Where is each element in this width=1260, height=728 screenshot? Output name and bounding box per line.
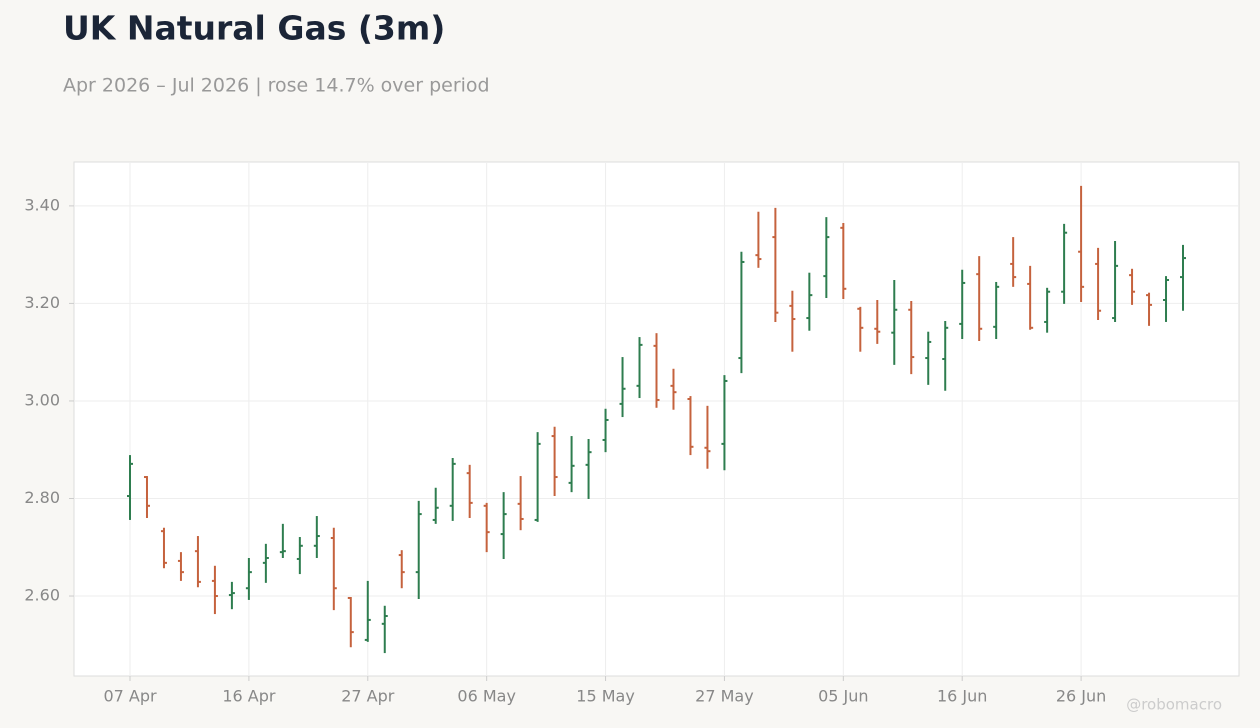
plot-area bbox=[73, 161, 1240, 677]
x-tick-label: 27 Apr bbox=[341, 687, 395, 706]
x-tick-label: 16 Jun bbox=[937, 687, 987, 706]
y-tick-label: 3.40 bbox=[24, 195, 60, 214]
watermark: @robomacro bbox=[1126, 696, 1222, 714]
x-tick-label: 05 Jun bbox=[818, 687, 868, 706]
x-tick-label: 16 Apr bbox=[222, 687, 276, 706]
x-tick-label: 26 Jun bbox=[1056, 687, 1106, 706]
y-tick-label: 2.60 bbox=[24, 586, 60, 605]
x-tick-label: 06 May bbox=[457, 687, 516, 706]
y-tick-label: 2.80 bbox=[24, 488, 60, 507]
y-tick-label: 3.00 bbox=[24, 390, 60, 409]
chart-title: UK Natural Gas (3m) bbox=[63, 9, 445, 48]
y-tick-label: 3.20 bbox=[24, 293, 60, 312]
x-tick-label: 07 Apr bbox=[103, 687, 157, 706]
x-tick-label: 15 May bbox=[576, 687, 635, 706]
x-tick-label: 27 May bbox=[695, 687, 754, 706]
chart-subtitle: Apr 2026 – Jul 2026 | rose 14.7% over pe… bbox=[63, 75, 490, 97]
